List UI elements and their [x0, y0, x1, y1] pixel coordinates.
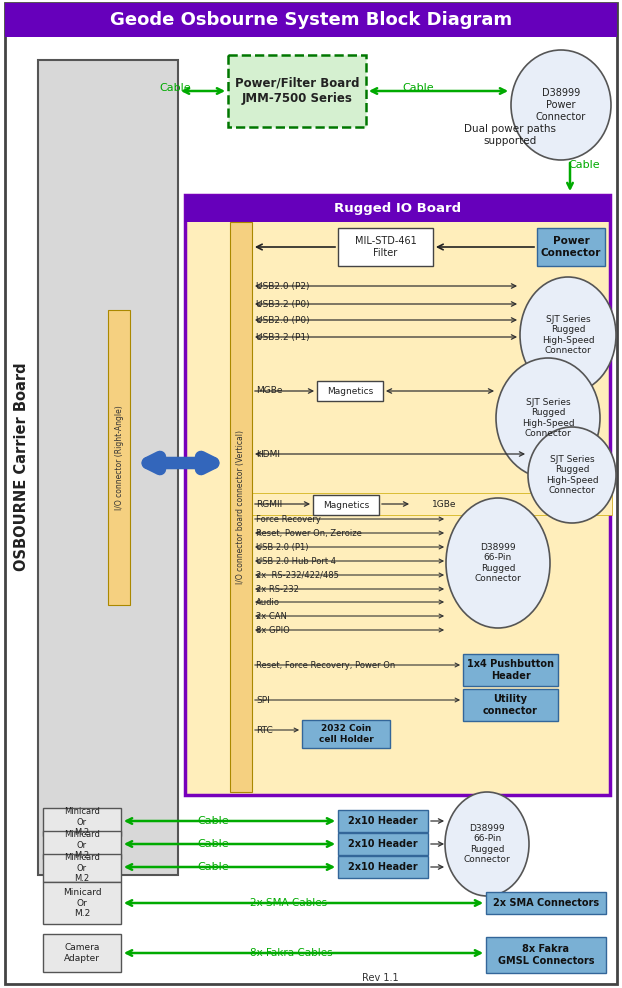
Bar	[463, 689, 558, 721]
Text: USB 2.0 Hub Port 4: USB 2.0 Hub Port 4	[256, 556, 336, 565]
Text: HDMI: HDMI	[256, 450, 280, 458]
Text: 2x CAN: 2x CAN	[256, 612, 287, 620]
Bar	[338, 810, 428, 832]
Text: RGMII: RGMII	[256, 500, 282, 509]
Text: Geode Osbourne System Block Diagram: Geode Osbourne System Block Diagram	[110, 11, 512, 29]
Text: 8x GPIO: 8x GPIO	[256, 625, 290, 634]
Bar	[5, 3, 617, 37]
Text: Force Recovery: Force Recovery	[256, 515, 321, 524]
Bar	[486, 937, 606, 973]
Text: SPI: SPI	[256, 696, 270, 704]
Text: MGBe: MGBe	[256, 385, 282, 394]
Text: Power/Filter Board
JMM-7500 Series: Power/Filter Board JMM-7500 Series	[234, 77, 360, 105]
Text: D38999
66-Pin
Rugged
Connector: D38999 66-Pin Rugged Connector	[463, 824, 511, 864]
Bar	[38, 60, 178, 875]
Text: 2032 Coin
cell Holder: 2032 Coin cell Holder	[318, 724, 373, 744]
Text: Reset, Force Recovery, Power On: Reset, Force Recovery, Power On	[256, 661, 395, 670]
Text: USB 2.0 (P1): USB 2.0 (P1)	[256, 542, 309, 551]
Text: 2x10 Header: 2x10 Header	[348, 862, 418, 872]
Ellipse shape	[511, 50, 611, 160]
Ellipse shape	[496, 358, 600, 478]
Text: I/O connector (Right-Angle): I/O connector (Right-Angle)	[114, 405, 124, 510]
Bar	[317, 381, 383, 401]
Text: Magnetics: Magnetics	[323, 501, 369, 510]
Ellipse shape	[520, 277, 616, 393]
Text: Utility
connector: Utility connector	[483, 695, 538, 715]
Bar	[185, 195, 610, 222]
Text: Power
Connector: Power Connector	[541, 236, 601, 258]
Text: 2x10 Header: 2x10 Header	[348, 839, 418, 849]
Text: 8x Fakra
GMSL Connectors: 8x Fakra GMSL Connectors	[498, 945, 594, 966]
Text: 8x Fakra Cables: 8x Fakra Cables	[250, 948, 333, 958]
Text: Cable: Cable	[197, 862, 229, 872]
Text: USB3.2 (P0): USB3.2 (P0)	[256, 299, 310, 308]
Text: USB2.0 (P0): USB2.0 (P0)	[256, 315, 310, 324]
Text: SJT Series
Rugged
High-Speed
Connector: SJT Series Rugged High-Speed Connector	[542, 315, 594, 355]
Bar	[338, 856, 428, 878]
Text: Minicard
Or
M.2: Minicard Or M.2	[64, 807, 100, 837]
Text: OSBOURNE Carrier Board: OSBOURNE Carrier Board	[14, 363, 29, 571]
Text: D38999
Power
Connector: D38999 Power Connector	[536, 88, 586, 122]
Bar	[43, 882, 121, 924]
Text: Audio: Audio	[256, 598, 280, 607]
Text: Dual power paths
supported: Dual power paths supported	[464, 124, 556, 146]
Bar	[463, 654, 558, 686]
Text: Cable: Cable	[159, 83, 191, 93]
Bar	[108, 310, 130, 605]
Text: Minicard
Or
M.2: Minicard Or M.2	[64, 830, 100, 860]
Bar	[185, 195, 610, 795]
Bar	[43, 854, 121, 882]
Text: 2x SMA Connectors: 2x SMA Connectors	[493, 898, 599, 908]
Text: 1x4 Pushbutton
Header: 1x4 Pushbutton Header	[467, 659, 554, 681]
Bar	[43, 808, 121, 836]
Bar	[230, 222, 252, 792]
Text: D38999
66-Pin
Rugged
Connector: D38999 66-Pin Rugged Connector	[475, 542, 521, 583]
Text: Cable: Cable	[197, 816, 229, 826]
Text: Rugged IO Board: Rugged IO Board	[334, 202, 461, 214]
Text: Cable: Cable	[402, 83, 434, 93]
Text: 2x  RS-232/422/485: 2x RS-232/422/485	[256, 570, 339, 580]
Text: Minicard
Or
M.2: Minicard Or M.2	[63, 888, 101, 918]
Text: Cable: Cable	[568, 160, 600, 170]
Bar	[338, 833, 428, 855]
Text: 1GBe: 1GBe	[432, 500, 457, 509]
Bar	[252, 493, 612, 515]
Text: Reset, Power On, Zeroize: Reset, Power On, Zeroize	[256, 529, 362, 537]
Text: Rev 1.1: Rev 1.1	[361, 973, 398, 983]
Text: SJT Series
Rugged
High-Speed
Connector: SJT Series Rugged High-Speed Connector	[545, 454, 598, 495]
Text: Magnetics: Magnetics	[327, 386, 373, 395]
Text: USB3.2 (P1): USB3.2 (P1)	[256, 333, 310, 342]
Bar	[313, 495, 379, 515]
Text: I/O connector board connector (Vertical): I/O connector board connector (Vertical)	[236, 430, 246, 584]
Text: 2x SMA Cables: 2x SMA Cables	[250, 898, 327, 908]
Text: Cable: Cable	[197, 839, 229, 849]
Text: RTC: RTC	[256, 725, 273, 734]
Text: MIL-STD-461
Filter: MIL-STD-461 Filter	[355, 236, 416, 258]
Text: USB2.0 (P2): USB2.0 (P2)	[256, 282, 310, 290]
Text: SJT Series
Rugged
High-Speed
Connector: SJT Series Rugged High-Speed Connector	[522, 398, 574, 438]
Bar	[338, 228, 433, 266]
Bar	[43, 934, 121, 972]
Text: Minicard
Or
M.2: Minicard Or M.2	[64, 853, 100, 883]
Bar	[537, 228, 605, 266]
Bar	[302, 720, 390, 748]
Text: Camera
Adapter: Camera Adapter	[64, 944, 100, 962]
Bar	[43, 831, 121, 859]
Bar	[228, 55, 366, 127]
Text: 2x10 Header: 2x10 Header	[348, 816, 418, 826]
Text: 2x RS-232: 2x RS-232	[256, 585, 299, 594]
Ellipse shape	[445, 792, 529, 896]
Ellipse shape	[446, 498, 550, 628]
Ellipse shape	[528, 427, 616, 523]
Bar	[486, 892, 606, 914]
